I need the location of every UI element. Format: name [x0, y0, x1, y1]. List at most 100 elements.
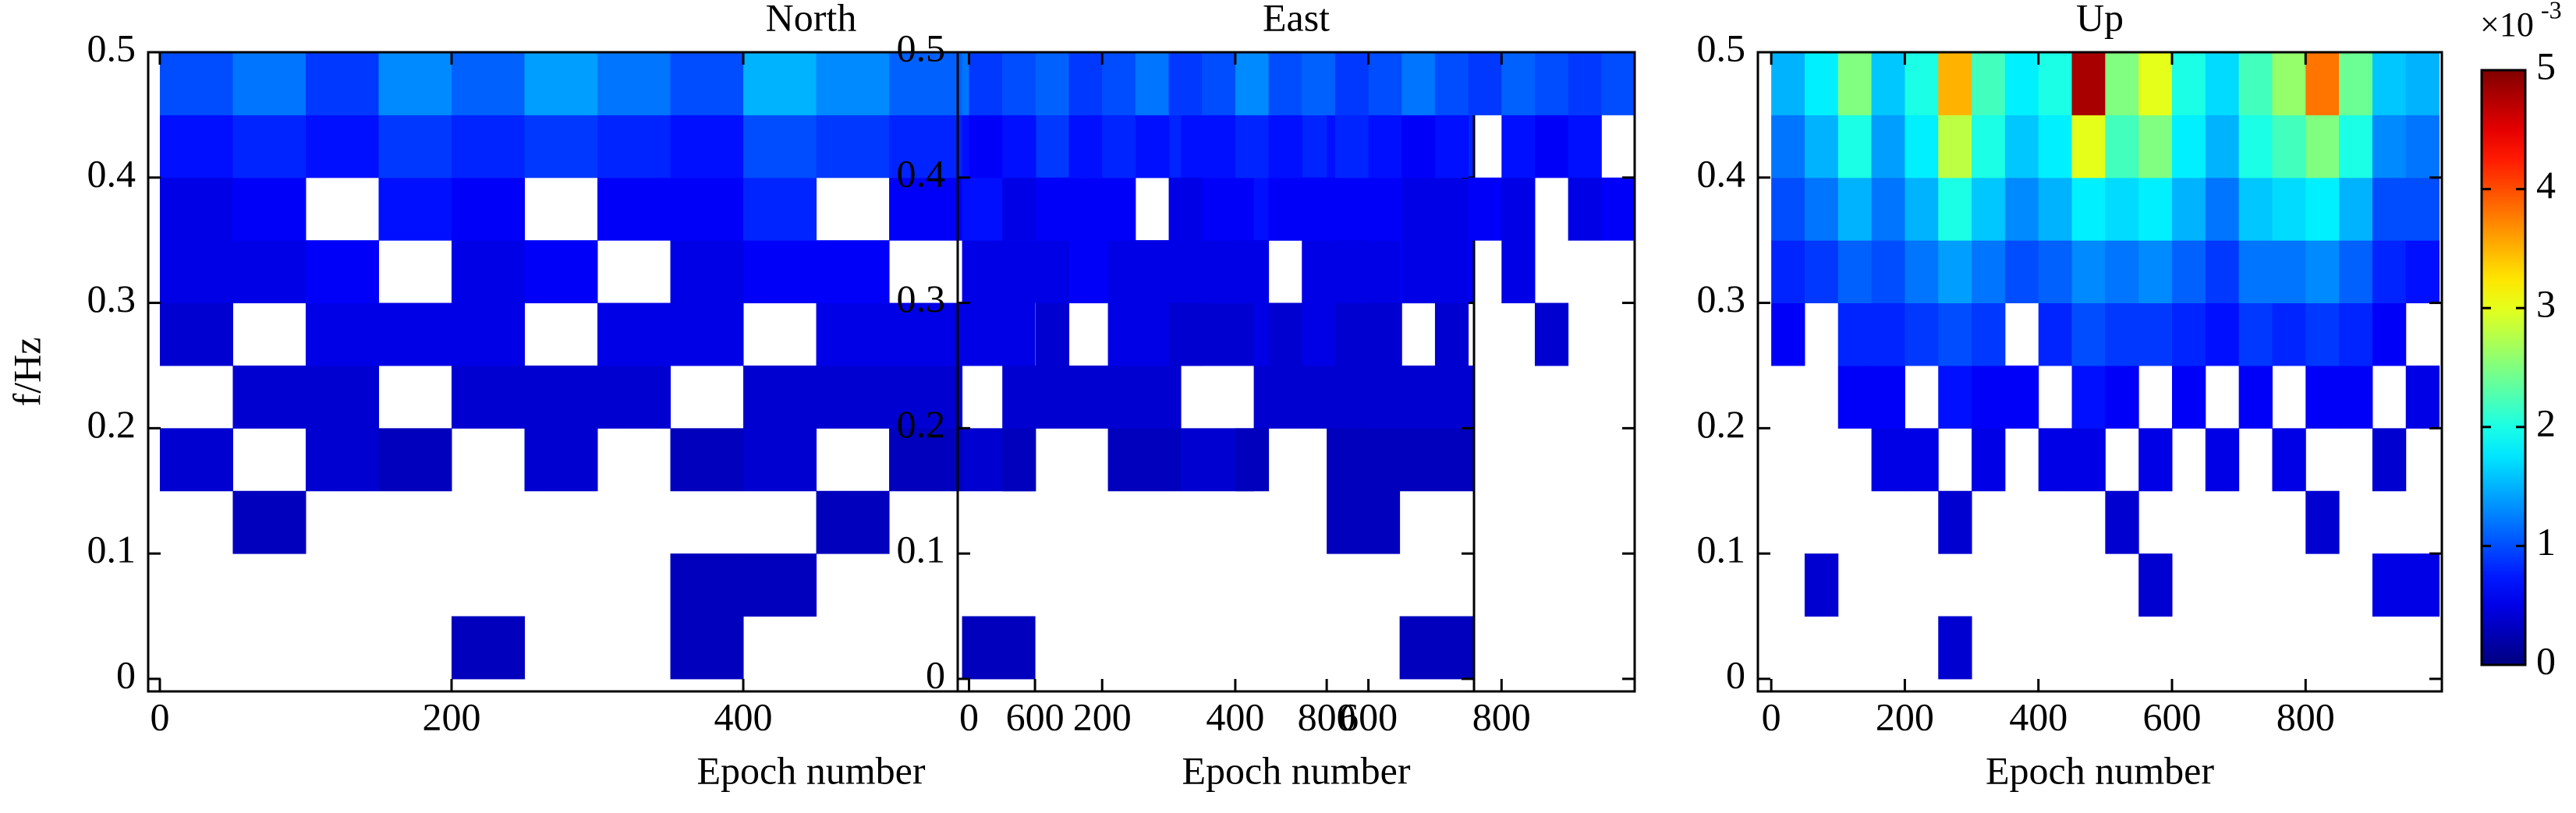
heatmap-cell — [2372, 115, 2407, 179]
heatmap-cell — [889, 428, 963, 492]
heatmap-cell — [2105, 490, 2139, 554]
heatmap-cell — [159, 428, 233, 492]
y-tick-label: 0.5 — [897, 26, 946, 69]
heatmap-cell — [1135, 52, 1170, 115]
heatmap-cell — [451, 52, 526, 115]
heatmap-cell — [1368, 52, 1402, 115]
heatmap-cell — [1268, 177, 1302, 241]
heatmap-cell — [597, 177, 671, 241]
x-axis-label: Epoch number — [1182, 748, 1411, 792]
heatmap-cell — [2305, 177, 2340, 241]
heatmap-cell — [1235, 52, 1270, 115]
heatmap-cell — [1401, 115, 1436, 179]
heatmap-cell — [1434, 240, 1469, 304]
heatmap-cell — [232, 490, 306, 554]
heatmap-cell — [2171, 52, 2206, 115]
heatmap-cell — [1235, 115, 1270, 179]
heatmap-cell — [1938, 490, 1972, 554]
heatmap-cell — [1601, 177, 1635, 241]
heatmap-cell — [1102, 177, 1136, 241]
heatmap-cell — [1972, 115, 2006, 179]
heatmap-cell — [1871, 302, 1905, 366]
heatmap-cell — [2038, 177, 2073, 241]
heatmap-cells — [969, 52, 1635, 492]
y-tick-label: 0.2 — [87, 402, 136, 446]
heatmap-cell — [1905, 428, 1939, 492]
heatmap-cell — [2071, 52, 2106, 115]
heatmap-cell — [2171, 115, 2206, 179]
heatmap-cell — [670, 52, 744, 115]
heatmap-cell — [1804, 240, 1839, 304]
heatmap-cell — [2105, 177, 2139, 241]
heatmap-cell — [1972, 302, 2006, 366]
heatmap-cell — [1501, 240, 1536, 304]
heatmap-cell — [378, 115, 452, 179]
y-tick-label: 0.5 — [1697, 26, 1746, 69]
colorbar-tick-label: 5 — [2536, 44, 2556, 87]
heatmap-cells — [1771, 52, 2440, 680]
heatmap-cell — [743, 428, 817, 492]
x-tick-label: 200 — [1073, 695, 1132, 738]
heatmap-cell — [1334, 52, 1369, 115]
heatmap-cell — [1972, 52, 2006, 115]
heatmap-cell — [1035, 177, 1070, 241]
heatmap-cell — [889, 302, 963, 366]
heatmap-cell — [1972, 177, 2006, 241]
heatmap-cell — [2205, 302, 2240, 366]
heatmap-cell — [816, 302, 890, 366]
plot-frame — [1756, 51, 2443, 693]
heatmap-cell — [962, 240, 1036, 304]
heatmap-cell — [2339, 365, 2373, 429]
x-tick-label: 400 — [714, 695, 773, 738]
colorbar-tick-label: 4 — [2536, 163, 2556, 207]
heatmap-cell — [2205, 52, 2240, 115]
heatmap-cell — [2305, 52, 2340, 115]
heatmap-cell — [1938, 616, 1972, 680]
heatmap-cell — [2238, 302, 2273, 366]
colorbar-frame — [2480, 69, 2527, 666]
heatmap-cell — [2372, 428, 2407, 492]
heatmap-cell — [1002, 52, 1036, 115]
heatmap-cell — [2004, 177, 2039, 241]
heatmap-cell — [524, 240, 598, 304]
heatmap-cell — [1938, 115, 1972, 179]
heatmap-cell — [2305, 240, 2340, 304]
heatmap-cell — [1302, 177, 1336, 241]
heatmap-cell — [1568, 52, 1602, 115]
heatmap-cell — [2004, 365, 2039, 429]
heatmap-cell — [1568, 177, 1602, 241]
heatmap-cell — [1334, 302, 1369, 366]
x-tick-label: 600 — [1006, 695, 1065, 738]
heatmap-cell — [2238, 115, 2273, 179]
heatmap-cell — [889, 365, 963, 429]
heatmap-cell — [1107, 365, 1182, 429]
y-tick-label: 0 — [1726, 652, 1745, 696]
heatmap-cell — [451, 616, 526, 680]
heatmap-cell — [2138, 302, 2173, 366]
heatmap-cell — [159, 115, 233, 179]
heatmap-cell — [816, 240, 890, 304]
heatmap-cell — [1938, 52, 1972, 115]
heatmap-cell — [378, 428, 452, 492]
heatmap-cell — [2339, 240, 2373, 304]
heatmap-cell — [1002, 177, 1036, 241]
heatmap-cell — [1434, 52, 1469, 115]
heatmap-cell — [743, 240, 817, 304]
heatmap-cell — [1534, 115, 1569, 179]
heatmap-cell — [670, 428, 744, 492]
heatmap-cell — [159, 52, 233, 115]
y-tick-label: 0.3 — [1697, 277, 1746, 320]
heatmap-cell — [2205, 428, 2240, 492]
heatmap-cell — [670, 553, 744, 617]
heatmap-cell — [1905, 240, 1939, 304]
heatmap-cell — [159, 302, 233, 366]
heatmap-cell — [2272, 240, 2306, 304]
heatmap-cell — [2138, 553, 2173, 617]
y-tick-label: 0.2 — [1697, 402, 1746, 446]
heatmap-cell — [1837, 365, 1873, 429]
heatmap-cell — [232, 52, 306, 115]
heatmap-cell — [1771, 115, 1805, 179]
heatmap-cell — [1002, 365, 1036, 429]
heatmap-cell — [2138, 428, 2173, 492]
heatmap-cell — [1401, 240, 1436, 304]
